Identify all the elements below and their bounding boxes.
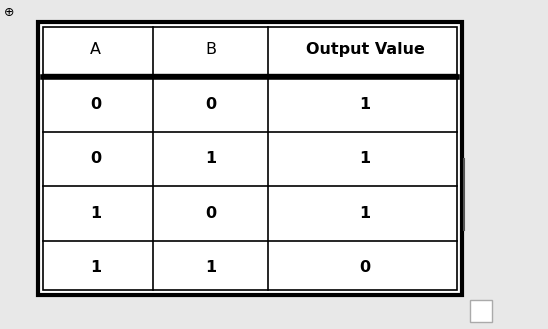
Text: B: B [205,42,216,57]
Text: 1: 1 [205,151,216,166]
Text: 1: 1 [359,97,370,112]
Text: ⊕: ⊕ [4,6,14,19]
Bar [470,300,492,322]
Text: 0: 0 [359,260,370,275]
Text: 1: 1 [90,260,101,275]
Text: 0: 0 [205,206,216,221]
Text: 0: 0 [90,97,101,112]
Bar [43,27,457,290]
Text: A: A [90,42,101,57]
Text: 1: 1 [90,206,101,221]
Text: 1: 1 [359,151,370,166]
Text: 0: 0 [90,151,101,166]
Text: 1: 1 [359,206,370,221]
Text: 0: 0 [205,97,216,112]
Text: 1: 1 [205,260,216,275]
Bar [38,22,462,295]
Text: Output Value: Output Value [306,42,425,57]
